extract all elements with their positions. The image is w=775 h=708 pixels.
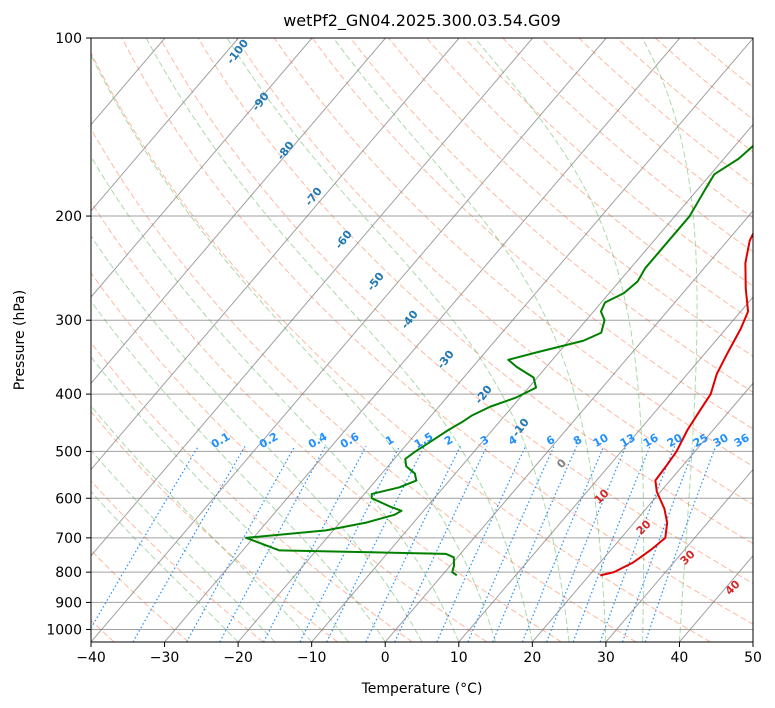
profile-curves — [245, 144, 753, 577]
y-tick-label: 400 — [55, 387, 82, 403]
x-tick-label: −30 — [150, 650, 180, 666]
x-tick-label: 0 — [381, 650, 390, 666]
temperature-profile-line — [600, 231, 753, 577]
mixing-ratio-line — [326, 445, 425, 642]
dry-adiabat-line — [91, 480, 264, 642]
y-tick-label: 900 — [55, 595, 82, 611]
dewpoint-profile-line — [245, 144, 753, 577]
moist-adiabat-line — [91, 356, 349, 642]
y-tick-label: 500 — [55, 444, 82, 460]
moist-adiabat-line — [91, 53, 497, 642]
mixing-ratio-line — [467, 445, 555, 642]
isotherm-gridline — [91, 38, 607, 642]
x-axis-ticks: −40 −30 −20 −10 0 10 20 30 40 50 — [76, 642, 762, 666]
moist-adiabat-line — [91, 405, 313, 642]
x-tick-label: 40 — [671, 650, 689, 666]
mixing-ratio-line — [572, 446, 651, 642]
dry-adiabat-line — [91, 200, 562, 642]
isotherm-gridline — [91, 38, 313, 298]
y-axis-label: Pressure (hPa) — [12, 290, 28, 390]
mixing-ratio-line — [299, 445, 401, 642]
dry-adiabat-line — [464, 38, 753, 287]
y-tick-label: 600 — [55, 491, 82, 507]
dry-adiabat-line — [91, 127, 637, 642]
y-tick-label: 200 — [55, 209, 82, 225]
moist-adiabat-line — [474, 38, 645, 642]
dry-adiabat-line — [121, 38, 753, 625]
isotherm-gridline — [605, 468, 753, 642]
y-tick-label: 300 — [55, 313, 82, 329]
moist-adiabat-line — [91, 300, 386, 642]
isotherm-gridline — [237, 38, 753, 642]
dry-adiabat-line — [426, 38, 753, 322]
mixing-ratio-line — [621, 446, 696, 642]
moist-adiabat-line — [91, 490, 239, 642]
mixing-ratio-line — [492, 445, 578, 642]
dry-adiabat-line — [235, 38, 753, 506]
y-tick-label: 100 — [55, 31, 82, 47]
dry-adiabat-line — [91, 272, 488, 642]
skewed-isotherms — [91, 38, 753, 642]
isotherm-gridline — [458, 296, 753, 642]
moist-adiabat-line — [333, 38, 607, 642]
x-axis-label: Temperature (°C) — [361, 681, 483, 697]
mixing-ratio-line — [365, 445, 461, 642]
isotherm-gridline — [531, 382, 753, 642]
isotherm-gridline — [164, 38, 681, 642]
isotherm-gridline — [91, 38, 386, 385]
x-tick-label: −20 — [223, 650, 253, 666]
x-tick-label: 50 — [744, 650, 762, 666]
dry-adiabat-line — [197, 38, 753, 545]
isobar-grid — [91, 38, 753, 630]
dry-adiabat-line — [311, 38, 753, 430]
mixing-ratio-line — [186, 445, 296, 642]
dry-adiabat-line — [91, 51, 711, 642]
isotherm-gridline — [384, 210, 753, 642]
x-tick-label: 10 — [450, 650, 468, 666]
y-tick-label: 1000 — [46, 622, 82, 638]
mixing-ratio-line — [91, 445, 199, 630]
x-tick-label: 20 — [523, 650, 541, 666]
isotherm-gridline — [311, 123, 753, 642]
dry-adiabat-line — [91, 411, 339, 642]
y-axis-ticks: 100 200 300 400 500 600 700 800 900 1000 — [46, 31, 91, 638]
plot-area: -100-90-80-70-60-50-40-30-20-10010203040… — [91, 38, 753, 642]
x-tick-label: −40 — [76, 650, 106, 666]
moist-adiabat-line — [641, 38, 698, 642]
chart-title: wetPf2_GN04.2025.300.03.54.G09 — [283, 11, 561, 31]
y-tick-label: 800 — [55, 565, 82, 581]
mixing-ratio-line — [644, 446, 717, 642]
y-tick-label: 700 — [55, 531, 82, 547]
isotherm-gridline — [91, 38, 534, 557]
moist-adiabat-line — [226, 38, 570, 642]
isotherm-gridline — [91, 38, 460, 471]
x-tick-label: −10 — [297, 650, 327, 666]
moist-adiabat-line — [91, 235, 423, 642]
plot-frame — [90, 37, 754, 643]
dry-adiabat-line — [350, 38, 753, 393]
isotherm-gridline — [91, 38, 239, 212]
mixing-ratio-lines — [91, 445, 717, 642]
x-tick-label: 30 — [597, 650, 615, 666]
